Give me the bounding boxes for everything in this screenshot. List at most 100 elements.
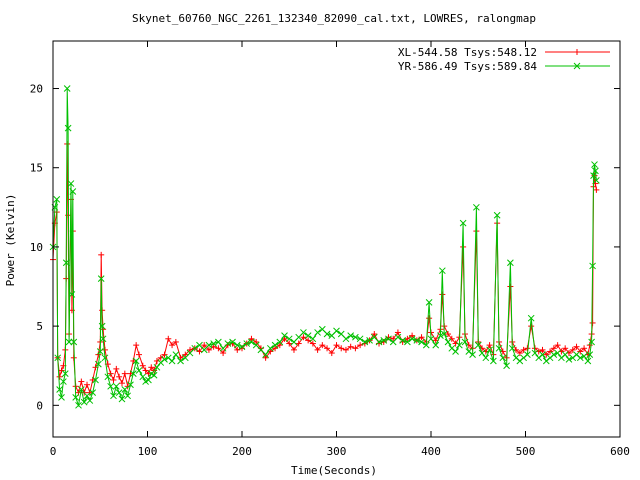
y-tick-label: 15: [30, 162, 43, 175]
data-point: [132, 357, 140, 365]
data-point: [67, 180, 75, 187]
data-point: [444, 338, 452, 346]
data-point: [80, 398, 88, 406]
data-point: [375, 338, 383, 346]
data-point: [352, 333, 359, 341]
data-point: [135, 367, 143, 374]
data-point: [220, 350, 227, 357]
data-point: [448, 335, 455, 342]
data-point: [295, 340, 302, 347]
data-point: [593, 186, 600, 193]
data-point: [437, 332, 444, 339]
data-point: [427, 335, 435, 343]
x-tick-label: 400: [421, 445, 441, 458]
data-point: [333, 342, 340, 349]
data-point: [205, 341, 213, 349]
data-point: [172, 338, 179, 345]
data-point: [127, 381, 134, 389]
data-point: [385, 335, 392, 343]
data-point: [507, 259, 514, 267]
data-point: [133, 342, 140, 349]
data-point: [342, 335, 350, 343]
data-point: [586, 342, 593, 349]
data-point: [98, 251, 105, 258]
data-point: [210, 343, 217, 350]
data-point: [503, 362, 510, 370]
data-point: [224, 340, 232, 347]
data-point: [172, 351, 180, 358]
data-point: [469, 351, 476, 358]
data-point: [266, 344, 274, 352]
data-point: [54, 354, 62, 362]
data-point: [286, 340, 293, 347]
data-point: [577, 348, 584, 355]
data-point: [124, 392, 132, 400]
data-point: [432, 341, 440, 349]
legend-marker: [574, 49, 580, 55]
data-point: [562, 345, 569, 352]
data-point: [347, 332, 355, 339]
data-point: [422, 341, 430, 349]
data-point: [589, 319, 596, 326]
data-point: [591, 172, 598, 179]
data-point: [440, 330, 448, 338]
data-point: [569, 346, 576, 353]
data-point: [145, 376, 152, 384]
data-point: [168, 357, 176, 365]
data-point: [56, 373, 63, 380]
data-point: [593, 177, 600, 184]
data-point: [70, 338, 78, 346]
data-point: [324, 345, 331, 352]
data-point: [142, 367, 149, 374]
data-point: [409, 332, 416, 339]
data-point: [371, 331, 378, 338]
axes: 0 100 200 300 400 500 600 0 5 10 15 20: [30, 41, 630, 458]
data-point: [107, 382, 114, 390]
data-point: [589, 262, 596, 270]
data-point: [580, 352, 588, 360]
plot-area: [49, 85, 600, 409]
data-point: [478, 349, 486, 357]
data-point: [229, 338, 236, 346]
data-point: [96, 348, 104, 355]
data-point: [77, 386, 85, 393]
data-point: [554, 349, 561, 357]
y-axis-label: Power (Kelvin): [4, 194, 17, 287]
data-point: [86, 389, 93, 396]
data-point: [347, 343, 354, 350]
data-point: [474, 341, 482, 349]
data-point: [58, 394, 65, 401]
data-point: [333, 327, 340, 335]
legend-marker: [573, 62, 581, 70]
y-tick-label: 10: [30, 241, 43, 254]
data-point: [69, 188, 77, 195]
data-point: [161, 351, 168, 358]
x-tick-label: 200: [232, 445, 252, 458]
data-point: [550, 345, 557, 352]
data-point: [539, 351, 546, 358]
data-point: [118, 380, 125, 387]
data-point: [191, 344, 199, 352]
data-point: [490, 357, 497, 365]
data-point: [323, 330, 331, 338]
data-point: [486, 342, 493, 349]
data-point: [262, 354, 269, 361]
data-point: [62, 259, 70, 267]
data-point: [413, 337, 421, 344]
data-point: [399, 337, 407, 344]
x-tick-label: 300: [327, 445, 347, 458]
data-point: [53, 196, 61, 203]
data-point: [89, 376, 96, 383]
data-point: [390, 335, 397, 342]
data-point: [408, 335, 416, 343]
data-point: [233, 341, 241, 349]
data-point: [153, 363, 161, 371]
data-point: [452, 348, 459, 355]
data-point: [493, 211, 501, 219]
data-point: [404, 338, 411, 346]
data-point: [169, 342, 176, 349]
data-point: [584, 357, 592, 365]
data-point: [314, 346, 321, 353]
data-point: [426, 315, 433, 322]
